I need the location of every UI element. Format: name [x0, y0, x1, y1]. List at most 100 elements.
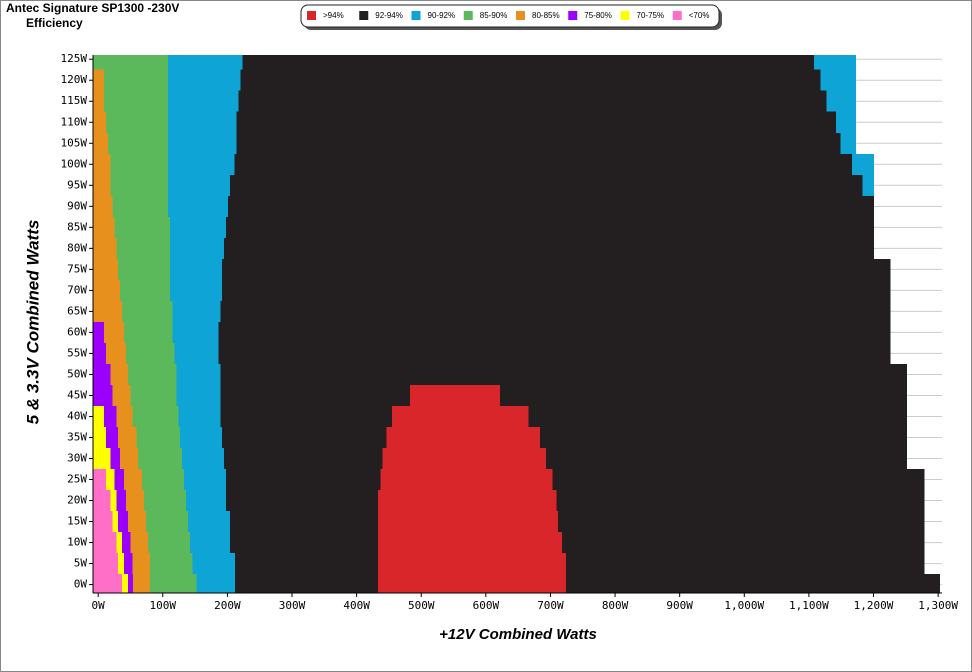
efficiency-band: [105, 426, 119, 448]
efficiency-band: [93, 511, 113, 533]
efficiency-band: [167, 132, 237, 154]
efficiency-band: [124, 321, 173, 343]
efficiency-band: [118, 511, 128, 533]
efficiency-band: [167, 111, 237, 133]
y-axis-label: 5 & 3.3V Combined Watts: [23, 220, 42, 425]
efficiency-band: [226, 490, 925, 512]
efficiency-band: [114, 216, 170, 238]
efficiency-band: [167, 69, 241, 91]
efficiency-band: [192, 553, 236, 575]
efficiency-band: [377, 511, 559, 533]
efficiency-band: [220, 405, 908, 427]
y-tick-label: 40W: [67, 409, 87, 422]
efficiency-band: [93, 174, 111, 196]
efficiency-band: [93, 321, 104, 343]
efficiency-band: [187, 511, 230, 533]
efficiency-band: [222, 279, 891, 301]
x-tick-label: 1,100W: [789, 599, 829, 612]
efficiency-band: [382, 447, 546, 470]
efficiency-band: [392, 405, 529, 427]
y-tick-label: 75W: [67, 262, 87, 275]
efficiency-band: [180, 426, 223, 448]
efficiency-band: [169, 216, 227, 238]
x-tick-label: 500W: [408, 599, 435, 612]
efficiency-band: [186, 490, 227, 512]
efficiency-band: [377, 553, 566, 575]
efficiency-band: [107, 132, 168, 154]
efficiency-band: [236, 132, 841, 154]
efficiency-band: [377, 490, 557, 512]
y-tick-label: 120W: [61, 73, 88, 86]
efficiency-band: [132, 405, 179, 427]
x-tick-label: 400W: [343, 599, 370, 612]
legend-swatch: [307, 11, 316, 20]
x-tick-label: 1,300W: [918, 599, 958, 612]
x-tick-label: 800W: [602, 599, 629, 612]
efficiency-band: [229, 511, 925, 533]
legend-label: 90-92%: [428, 11, 456, 20]
x-tick-label: 100W: [150, 599, 177, 612]
efficiency-band: [93, 300, 123, 322]
efficiency-band: [169, 237, 225, 259]
efficiency-band: [196, 574, 236, 593]
efficiency-band: [169, 258, 223, 280]
efficiency-band: [93, 426, 106, 448]
efficiency-band: [93, 90, 104, 112]
efficiency-band: [93, 363, 111, 385]
efficiency-band: [132, 553, 150, 575]
legend-swatch: [359, 11, 369, 20]
efficiency-band: [182, 447, 225, 470]
efficiency-band: [105, 469, 115, 491]
efficiency-band: [103, 321, 125, 343]
efficiency-band: [110, 490, 117, 512]
efficiency-band: [93, 132, 108, 154]
efficiency-band: [222, 426, 908, 448]
efficiency-band: [93, 384, 113, 406]
efficiency-band: [112, 511, 119, 533]
y-tick-label: 100W: [61, 157, 88, 170]
efficiency-band: [238, 90, 827, 112]
efficiency-band: [130, 384, 177, 406]
efficiency-band: [105, 342, 126, 364]
legend-swatch: [411, 11, 421, 20]
efficiency-band: [814, 55, 857, 70]
efficiency-band: [235, 553, 925, 575]
y-tick-label: 65W: [67, 304, 87, 317]
efficiency-band: [220, 300, 891, 322]
efficiency-band: [377, 532, 563, 554]
efficiency-band: [125, 342, 175, 364]
legend-label: 80-85%: [532, 11, 560, 20]
efficiency-band: [116, 490, 126, 512]
efficiency-band: [167, 90, 239, 112]
efficiency-band: [218, 321, 891, 343]
y-tick-label: 90W: [67, 199, 87, 212]
efficiency-band: [229, 532, 925, 554]
efficiency-band: [116, 532, 123, 554]
y-tick-label: 0W: [74, 578, 88, 591]
efficiency-band: [836, 111, 857, 133]
efficiency-band: [93, 153, 111, 175]
y-tick-label: 70W: [67, 283, 87, 296]
efficiency-band: [228, 195, 875, 217]
efficiency-band: [234, 153, 853, 175]
efficiency-band: [147, 532, 190, 554]
x-axis-label: +12V Combined Watts: [439, 626, 597, 643]
efficiency-band: [184, 469, 227, 491]
efficiency-band: [93, 279, 121, 301]
efficiency-band: [189, 532, 230, 554]
efficiency-band: [178, 405, 221, 427]
y-tick-label: 45W: [67, 388, 87, 401]
chart-subtitle: Efficiency: [26, 16, 83, 30]
efficiency-band: [826, 90, 857, 112]
efficiency-band: [144, 490, 187, 512]
efficiency-band: [130, 532, 148, 554]
y-tick-label: 20W: [67, 494, 87, 507]
efficiency-band: [127, 511, 146, 533]
efficiency-band: [176, 363, 221, 385]
efficiency-band: [224, 447, 908, 470]
chart-title: Antec Signature SP1300 -230V: [6, 1, 179, 15]
y-tick-label: 15W: [67, 515, 87, 528]
efficiency-band: [120, 447, 139, 470]
efficiency-band: [172, 321, 219, 343]
